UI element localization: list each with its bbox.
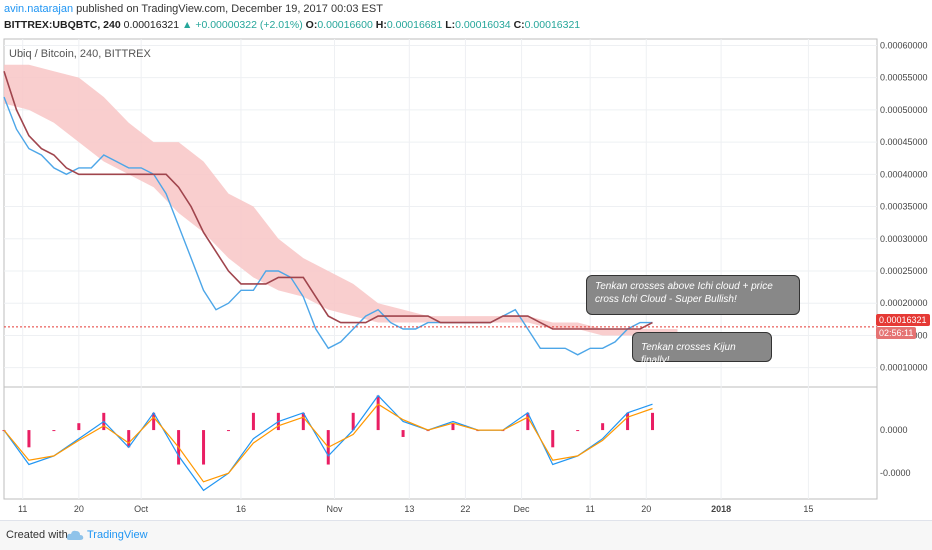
- macd-histogram-bar: [526, 412, 530, 431]
- close-value: 0.00016321: [524, 19, 581, 31]
- macd-histogram-bar: [27, 430, 31, 448]
- last-value: 0.00016321: [123, 19, 180, 31]
- macd-tick-label: -0.0000: [880, 468, 911, 478]
- chart-header: avin.natarajan published on TradingView.…: [0, 0, 932, 36]
- time-tick-label: Dec: [514, 504, 531, 514]
- series-kijun: [3, 70, 653, 330]
- ichimoku-cloud: [4, 64, 678, 336]
- macd-histogram-bar: [202, 430, 206, 465]
- macd-histogram-bar: [601, 423, 605, 431]
- tradingview-cloud-icon: [66, 530, 84, 540]
- tradingview-link[interactable]: TradingView: [87, 529, 148, 541]
- macd-histogram-bar: [251, 412, 255, 431]
- chart-watermark: Ubiq / Bitcoin, 240, BITTREX: [9, 48, 151, 60]
- ohlc-info: BITTREX:UBQBTC, 240 0.00016321 ▲ +0.0000…: [4, 18, 580, 32]
- macd-histogram-bar: [52, 430, 56, 432]
- close-label: C:: [513, 19, 525, 31]
- time-tick-label: 2018: [711, 504, 731, 514]
- created-with-text: Created with: [6, 529, 68, 541]
- macd-axis[interactable]: 0.0000 -0.0000: [880, 425, 911, 478]
- macd-histogram-bar: [576, 430, 580, 432]
- time-tick-label: 22: [460, 504, 470, 514]
- macd-histogram-bar: [351, 412, 355, 431]
- macd-histogram-bar: [301, 412, 305, 431]
- price-pane[interactable]: [3, 38, 878, 388]
- open-value: 0.00016600: [317, 19, 373, 31]
- time-tick-label: 20: [74, 504, 84, 514]
- time-tick-label: 11: [585, 504, 594, 514]
- macd-histogram-bar: [127, 430, 131, 448]
- macd-histogram-bar: [551, 430, 555, 448]
- chart-canvas[interactable]: 0.00060000 0.00055000 0.00050000 0.00045000…: [0, 0, 932, 520]
- price-tick-label: 0.00040000: [880, 169, 928, 179]
- price-tick-label: 0.00030000: [880, 234, 928, 244]
- publish-info: avin.natarajan published on TradingView.…: [4, 2, 383, 16]
- symbol-label: BITTREX:UBQBTC, 240: [4, 19, 121, 31]
- price-tick-label: 0.00055000: [880, 73, 928, 83]
- bar-countdown-label: 02:56:11: [876, 327, 917, 339]
- callout-ichi-cloud[interactable]: Tenkan crosses above Ichi cloud + price …: [586, 275, 800, 315]
- change-value: ▲ +0.00000322 (+2.01%): [182, 19, 303, 31]
- macd-line: [3, 394, 653, 492]
- time-tick-label: 13: [404, 504, 414, 514]
- time-tick-label: 11: [18, 504, 27, 514]
- time-tick-label: Nov: [326, 504, 343, 514]
- footer: Created with TradingView: [0, 520, 932, 550]
- price-tick-label: 0.00025000: [880, 266, 928, 276]
- time-tick-label: 15: [803, 504, 813, 514]
- time-tick-label: Oct: [134, 504, 149, 514]
- open-label: O:: [305, 19, 318, 31]
- time-axis[interactable]: 11 20 Oct 16 Nov 13 22 Dec 11 20 2018 15: [18, 504, 813, 514]
- price-tick-label: 0.00060000: [880, 40, 928, 50]
- price-tick-label: 0.00020000: [880, 298, 928, 308]
- price-tick-label: 0.00010000: [880, 363, 928, 373]
- macd-histogram-bar: [376, 395, 380, 431]
- low-value: 0.00016034: [455, 19, 511, 31]
- price-tick-label: 0.00050000: [880, 105, 928, 115]
- publish-text: published on TradingView.com, December 1…: [76, 3, 383, 15]
- macd-histogram-bar: [651, 412, 655, 431]
- price-tick-label: 0.00035000: [880, 202, 928, 212]
- last-price-label: 0.00016321: [876, 314, 930, 326]
- macd-signal-line: [3, 403, 653, 483]
- macd-histogram-bar: [451, 423, 455, 431]
- author-link[interactable]: avin.natarajan: [4, 3, 74, 15]
- macd-histogram-bar: [226, 430, 230, 432]
- time-tick-label: 16: [236, 504, 246, 514]
- macd-pane[interactable]: [3, 386, 878, 500]
- macd-indicator: [2, 394, 655, 492]
- callout-kijun-cross[interactable]: Tenkan crosses Kijun finally!: [632, 332, 772, 366]
- high-value: 0.00016681: [386, 19, 443, 31]
- macd-tick-label: 0.0000: [880, 425, 908, 435]
- cloud-area: [4, 64, 678, 336]
- high-label: H:: [375, 19, 387, 31]
- price-tick-label: 0.00045000: [880, 137, 928, 147]
- series-tenkan: [3, 96, 653, 356]
- time-tick-label: 20: [641, 504, 651, 514]
- macd-histogram-bar: [401, 430, 405, 437]
- low-label: L:: [445, 19, 456, 31]
- indicator-lines: [3, 70, 653, 356]
- macd-histogram-bar: [152, 412, 156, 431]
- macd-histogram-bar: [626, 412, 630, 431]
- macd-histogram-bar: [77, 423, 81, 431]
